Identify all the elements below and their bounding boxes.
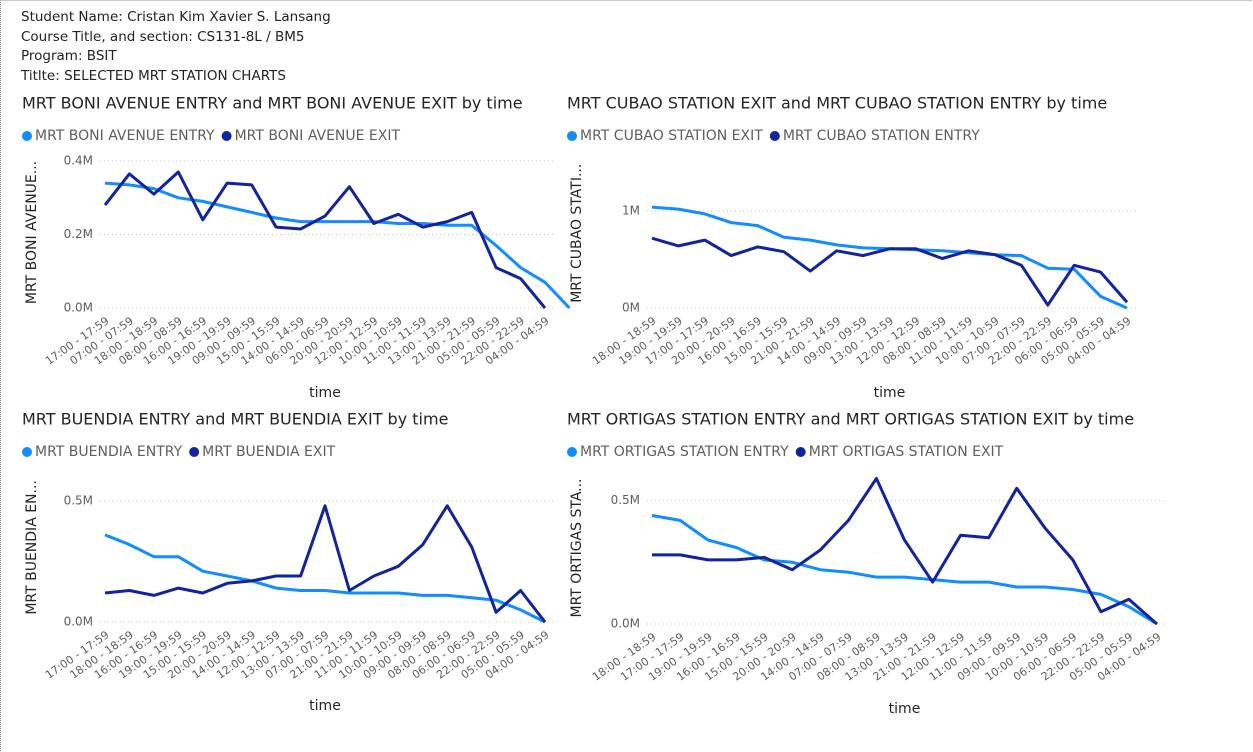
x-axis-title: time [874, 385, 906, 401]
y-axis-title: MRT ORTIGAS STA... [569, 479, 585, 618]
y-axis-title: MRT BONI AVENUE... [24, 161, 40, 304]
y-axis-title: MRT CUBAO STATI... [569, 164, 585, 303]
header: Student Name: Cristan Kim Xavier S. Lans… [21, 8, 331, 86]
y-tick-label: 0M [622, 301, 640, 315]
y-tick-label: 0.4M [64, 154, 93, 168]
y-tick-label: 0.0M [611, 617, 640, 631]
legend-marker [769, 131, 780, 141]
legend-label: MRT BUENDIA EXIT [202, 444, 335, 460]
chart-title: MRT CUBAO STATION EXIT and MRT CUBAO STA… [567, 94, 1107, 113]
legend-label: MRT BONI AVENUE EXIT [235, 128, 401, 144]
legend-marker [221, 131, 232, 141]
legend-marker [567, 131, 577, 141]
legend-marker [189, 447, 200, 457]
y-tick-label: 0.5M [611, 493, 640, 507]
series-line [651, 514, 1158, 626]
legend-marker [22, 447, 32, 457]
series-line [103, 170, 547, 309]
y-tick-label: 0.0M [64, 615, 93, 629]
report-title: Titlte: SELECTED MRT STATION CHARTS [21, 67, 286, 84]
series-line [651, 236, 1129, 307]
x-axis-title: time [889, 701, 921, 717]
x-axis-title: time [309, 698, 341, 714]
program: Program: BSIT [21, 48, 117, 64]
series-line [652, 477, 1158, 626]
chart-title: MRT BONI AVENUE ENTRY and MRT BONI AVENU… [22, 94, 523, 113]
legend-label: MRT CUBAO STATION EXIT [580, 128, 763, 144]
y-tick-label: 0.2M [64, 227, 93, 241]
y-tick-label: 0.0M [64, 301, 93, 315]
chart-title: MRT ORTIGAS STATION ENTRY and MRT ORTIGA… [567, 410, 1134, 429]
y-axis-title: MRT BUENDIA EN... [24, 480, 40, 615]
legend-marker [795, 447, 806, 457]
legend-label: MRT BUENDIA ENTRY [35, 444, 183, 460]
legend-marker [22, 131, 32, 141]
legend-marker [567, 447, 577, 457]
y-tick-label: 0.5M [64, 494, 93, 508]
student-name: Student Name: Cristan Kim Xavier S. Lans… [21, 9, 331, 25]
chart-title: MRT BUENDIA ENTRY and MRT BUENDIA EXIT b… [22, 410, 448, 429]
y-tick-label: 1M [622, 204, 640, 218]
series-line [104, 504, 547, 623]
legend-label: MRT CUBAO STATION ENTRY [783, 128, 980, 144]
x-axis-title: time [309, 385, 341, 401]
legend-label: MRT ORTIGAS STATION ENTRY [580, 444, 789, 460]
series-line [104, 533, 546, 624]
legend-label: MRT BONI AVENUE ENTRY [35, 128, 215, 144]
course: Course Title, and section: CS131-8L / BM… [21, 28, 305, 45]
legend-label: MRT ORTIGAS STATION EXIT [809, 444, 1004, 460]
series-line [104, 181, 571, 310]
